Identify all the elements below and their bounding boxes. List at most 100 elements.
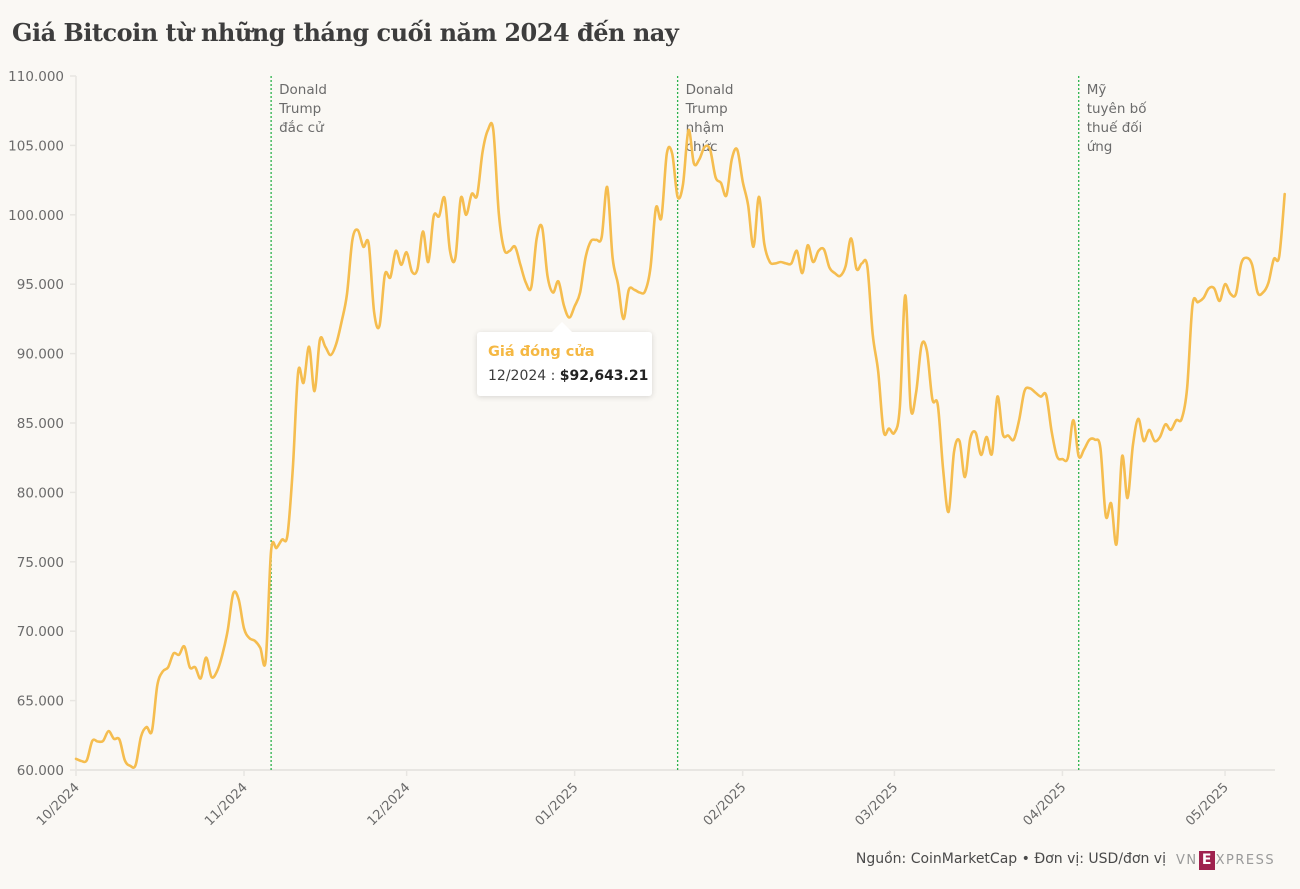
price-point[interactable]	[1000, 432, 1005, 437]
price-point[interactable]	[485, 128, 490, 133]
price-point[interactable]	[361, 244, 366, 249]
price-point[interactable]	[545, 273, 550, 278]
price-point[interactable]	[377, 323, 382, 328]
price-point[interactable]	[458, 196, 463, 201]
price-point[interactable]	[523, 280, 528, 285]
price-point[interactable]	[252, 638, 257, 643]
price-point[interactable]	[583, 255, 588, 260]
price-point[interactable]	[914, 390, 919, 395]
price-point[interactable]	[708, 147, 713, 152]
price-point[interactable]	[382, 272, 387, 277]
price-point[interactable]	[204, 655, 209, 660]
price-point[interactable]	[1109, 501, 1114, 506]
price-point[interactable]	[632, 287, 637, 292]
price-point[interactable]	[117, 737, 122, 742]
price-point[interactable]	[551, 290, 556, 295]
price-point[interactable]	[350, 237, 355, 242]
price-point[interactable]	[1152, 439, 1157, 444]
price-point[interactable]	[962, 475, 967, 480]
price-point[interactable]	[1033, 390, 1038, 395]
price-point[interactable]	[366, 241, 371, 246]
price-point[interactable]	[561, 303, 566, 308]
price-point[interactable]	[1098, 446, 1103, 451]
price-point[interactable]	[317, 337, 322, 342]
price-point[interactable]	[800, 271, 805, 276]
price-point[interactable]	[111, 736, 116, 741]
price-point[interactable]	[1055, 454, 1060, 459]
price-point[interactable]	[827, 265, 832, 270]
price-point[interactable]	[448, 248, 453, 253]
price-point[interactable]	[1168, 427, 1173, 432]
price-point[interactable]	[1044, 393, 1049, 398]
price-point[interactable]	[128, 763, 133, 768]
price-point[interactable]	[496, 211, 501, 216]
price-point[interactable]	[735, 147, 740, 152]
price-point[interactable]	[475, 193, 480, 198]
price-point[interactable]	[876, 369, 881, 374]
price-point[interactable]	[865, 264, 870, 269]
price-point[interactable]	[1114, 541, 1119, 546]
price-point[interactable]	[84, 758, 89, 763]
price-point[interactable]	[285, 533, 290, 538]
price-point[interactable]	[1185, 386, 1190, 391]
price-point[interactable]	[290, 466, 295, 471]
price-point[interactable]	[605, 185, 610, 190]
price-point[interactable]	[664, 151, 669, 156]
price-point[interactable]	[784, 261, 789, 266]
price-point[interactable]	[903, 293, 908, 298]
price-point[interactable]	[762, 241, 767, 246]
price-point[interactable]	[713, 175, 718, 180]
price-point[interactable]	[513, 244, 518, 249]
price-point[interactable]	[404, 250, 409, 255]
price-point[interactable]	[328, 353, 333, 358]
price-point[interactable]	[1261, 290, 1266, 295]
price-point[interactable]	[805, 243, 810, 248]
price-point[interactable]	[594, 237, 599, 242]
price-point[interactable]	[859, 261, 864, 266]
price-point[interactable]	[95, 739, 100, 744]
price-point[interactable]	[410, 269, 415, 274]
price-point[interactable]	[756, 194, 761, 199]
price-point[interactable]	[214, 669, 219, 674]
price-point[interactable]	[464, 212, 469, 217]
price-series-line[interactable]	[74, 121, 1286, 769]
price-point[interactable]	[990, 451, 995, 456]
price-point[interactable]	[263, 658, 268, 663]
price-point[interactable]	[529, 285, 534, 290]
price-point[interactable]	[155, 683, 160, 688]
price-point[interactable]	[816, 248, 821, 253]
price-point[interactable]	[995, 394, 1000, 399]
price-point[interactable]	[1206, 286, 1211, 291]
price-point[interactable]	[236, 597, 241, 602]
price-point[interactable]	[437, 214, 442, 219]
price-point[interactable]	[1027, 386, 1032, 391]
price-point[interactable]	[177, 652, 182, 657]
price-point[interactable]	[355, 228, 360, 233]
price-point[interactable]	[984, 434, 989, 439]
price-point[interactable]	[1217, 298, 1222, 303]
price-point[interactable]	[1060, 457, 1065, 462]
price-point[interactable]	[106, 729, 111, 734]
price-point[interactable]	[811, 260, 816, 265]
price-point[interactable]	[1244, 255, 1249, 260]
price-point[interactable]	[480, 150, 485, 155]
price-point[interactable]	[778, 260, 783, 265]
price-point[interactable]	[334, 341, 339, 346]
price-point[interactable]	[637, 290, 642, 295]
price-point[interactable]	[453, 255, 458, 260]
price-point[interactable]	[681, 182, 686, 187]
price-point[interactable]	[122, 758, 127, 763]
price-point[interactable]	[924, 348, 929, 353]
price-point[interactable]	[540, 225, 545, 230]
price-point[interactable]	[578, 290, 583, 295]
price-point[interactable]	[724, 193, 729, 198]
price-point[interactable]	[1120, 454, 1125, 459]
price-point[interactable]	[133, 763, 138, 768]
price-point[interactable]	[345, 291, 350, 296]
price-point[interactable]	[881, 429, 886, 434]
price-point[interactable]	[675, 194, 680, 199]
price-point[interactable]	[697, 157, 702, 162]
price-point[interactable]	[1049, 429, 1054, 434]
price-point[interactable]	[1038, 394, 1043, 399]
price-point[interactable]	[79, 759, 84, 764]
